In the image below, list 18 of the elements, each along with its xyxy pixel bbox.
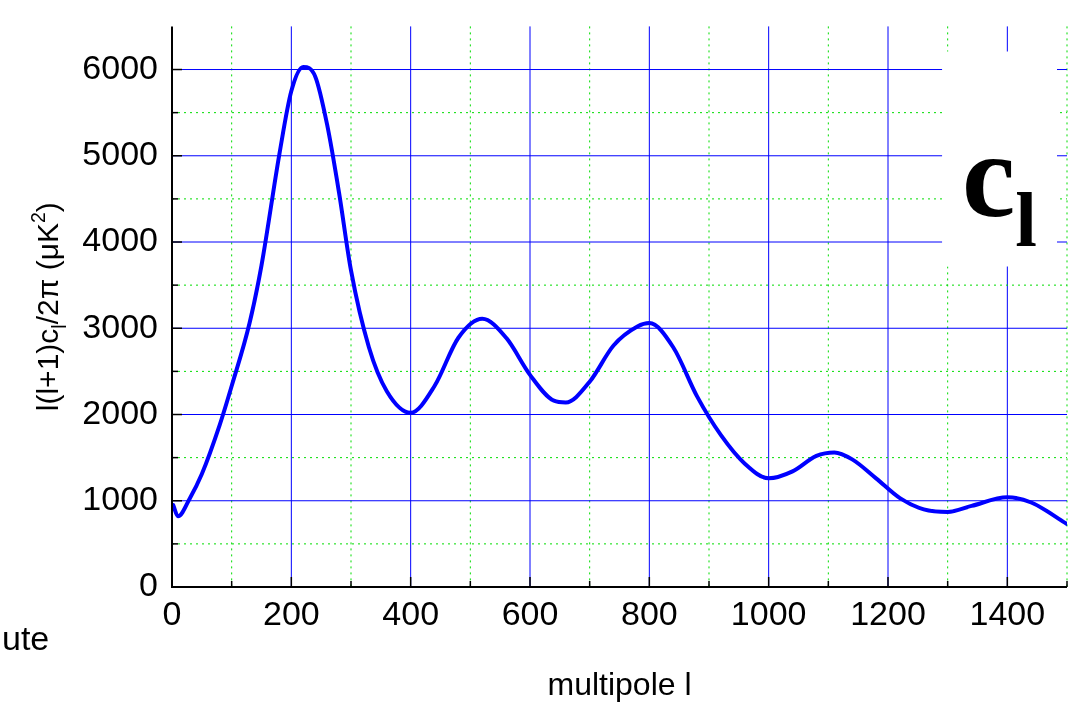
text: ute: [2, 619, 50, 657]
x-tick-label: 800: [620, 593, 678, 632]
x-axis-title: multipole l: [547, 666, 692, 702]
x-tick-label: 0: [162, 593, 182, 632]
y-axis-title: l(l+1)cl/2π (μK2): [26, 202, 70, 412]
x-tick-label: 600: [501, 593, 559, 632]
y-tick-label: 5000: [82, 134, 158, 173]
x-tick-label: 1400: [969, 593, 1046, 632]
y-tick-label: 4000: [82, 220, 158, 259]
y-tick-label: 6000: [82, 47, 158, 86]
x-tick-label: 200: [262, 593, 320, 632]
x-tick-label: 1000: [730, 593, 807, 632]
y-tick-label: 3000: [82, 306, 158, 345]
y-tick-label: 2000: [82, 392, 158, 431]
x-tick-label: 400: [382, 593, 440, 632]
y-tick-label: 0: [139, 565, 158, 604]
y-tick-label: 1000: [82, 479, 158, 518]
x-tick-label: 1200: [850, 593, 926, 632]
